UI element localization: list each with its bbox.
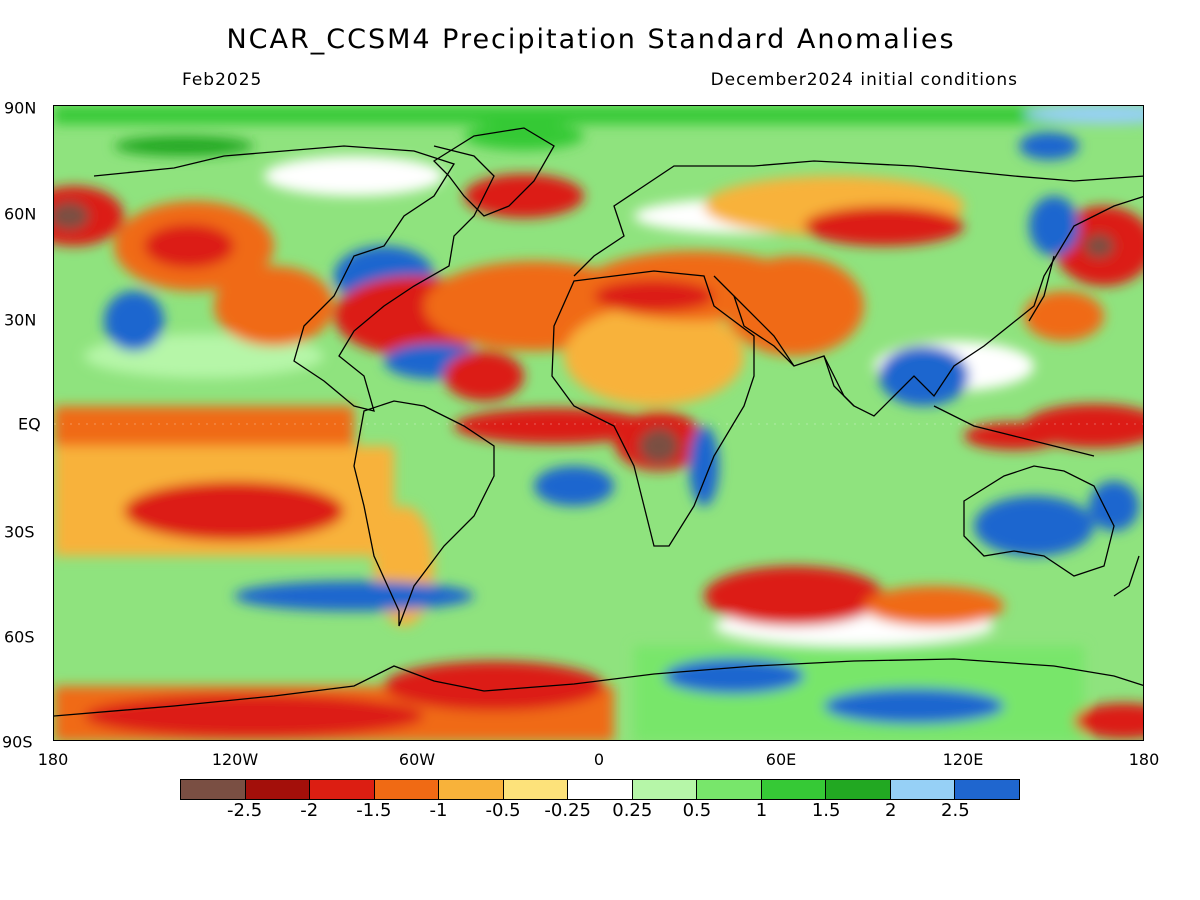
colorbar-label: 1.5	[811, 800, 841, 821]
colorbar-label: -0.5	[485, 800, 521, 821]
colorbar-label: -1	[429, 800, 448, 821]
colorbar-label: 0.5	[682, 800, 712, 821]
colorbar-label: 0.25	[612, 800, 653, 821]
colorbar-label: -0.25	[544, 800, 591, 821]
lon-label-180w: 180	[37, 750, 69, 769]
lon-label-120w: 120W	[211, 750, 259, 769]
lat-label-60s: 60S	[4, 627, 35, 647]
colorbar-label: -2.5	[227, 800, 263, 821]
colorbar-swatch	[374, 780, 440, 799]
lat-label-eq: EQ	[18, 414, 41, 434]
lat-label-30n: 30N	[4, 310, 37, 330]
lon-label-60w: 60W	[398, 750, 436, 769]
chart-title: NCAR_CCSM4 Precipitation Standard Anomal…	[226, 24, 956, 55]
forecast-month: Feb2025	[182, 70, 263, 90]
lon-label-180e: 180	[1128, 750, 1160, 769]
lat-label-30s: 30S	[4, 522, 35, 542]
lon-label-60e: 60E	[765, 750, 797, 769]
colorbar-swatch	[503, 780, 569, 799]
colorbar-swatch	[310, 780, 375, 799]
anomaly-field	[54, 106, 1143, 740]
colorbar-swatch	[955, 780, 1019, 799]
colorbar-label: -1.5	[356, 800, 392, 821]
colorbar-swatch	[439, 780, 504, 799]
colorbar-label: -2	[300, 800, 319, 821]
colorbar-swatch	[826, 780, 891, 799]
colorbar-swatch	[181, 780, 246, 799]
colorbar-swatch	[761, 780, 827, 799]
colorbar-swatch	[632, 780, 698, 799]
colorbar-swatch	[890, 780, 956, 799]
initial-conditions: December2024 initial conditions	[710, 70, 1018, 90]
colorbar-label: 1	[755, 800, 768, 821]
lon-label-120e: 120E	[942, 750, 984, 769]
colorbar	[180, 779, 1020, 800]
lon-label-0: 0	[593, 750, 605, 769]
colorbar-swatch	[245, 780, 311, 799]
colorbar-label: 2.5	[941, 800, 970, 821]
coastlines	[54, 127, 1143, 717]
anomaly-map	[53, 105, 1144, 741]
colorbar-swatch	[697, 780, 762, 799]
colorbar-swatch	[568, 780, 633, 799]
lat-label-60n: 60N	[4, 204, 37, 224]
colorbar-label: 2	[885, 800, 897, 821]
lat-label-90s: 90S	[2, 732, 33, 752]
lat-label-90n: 90N	[4, 98, 37, 118]
